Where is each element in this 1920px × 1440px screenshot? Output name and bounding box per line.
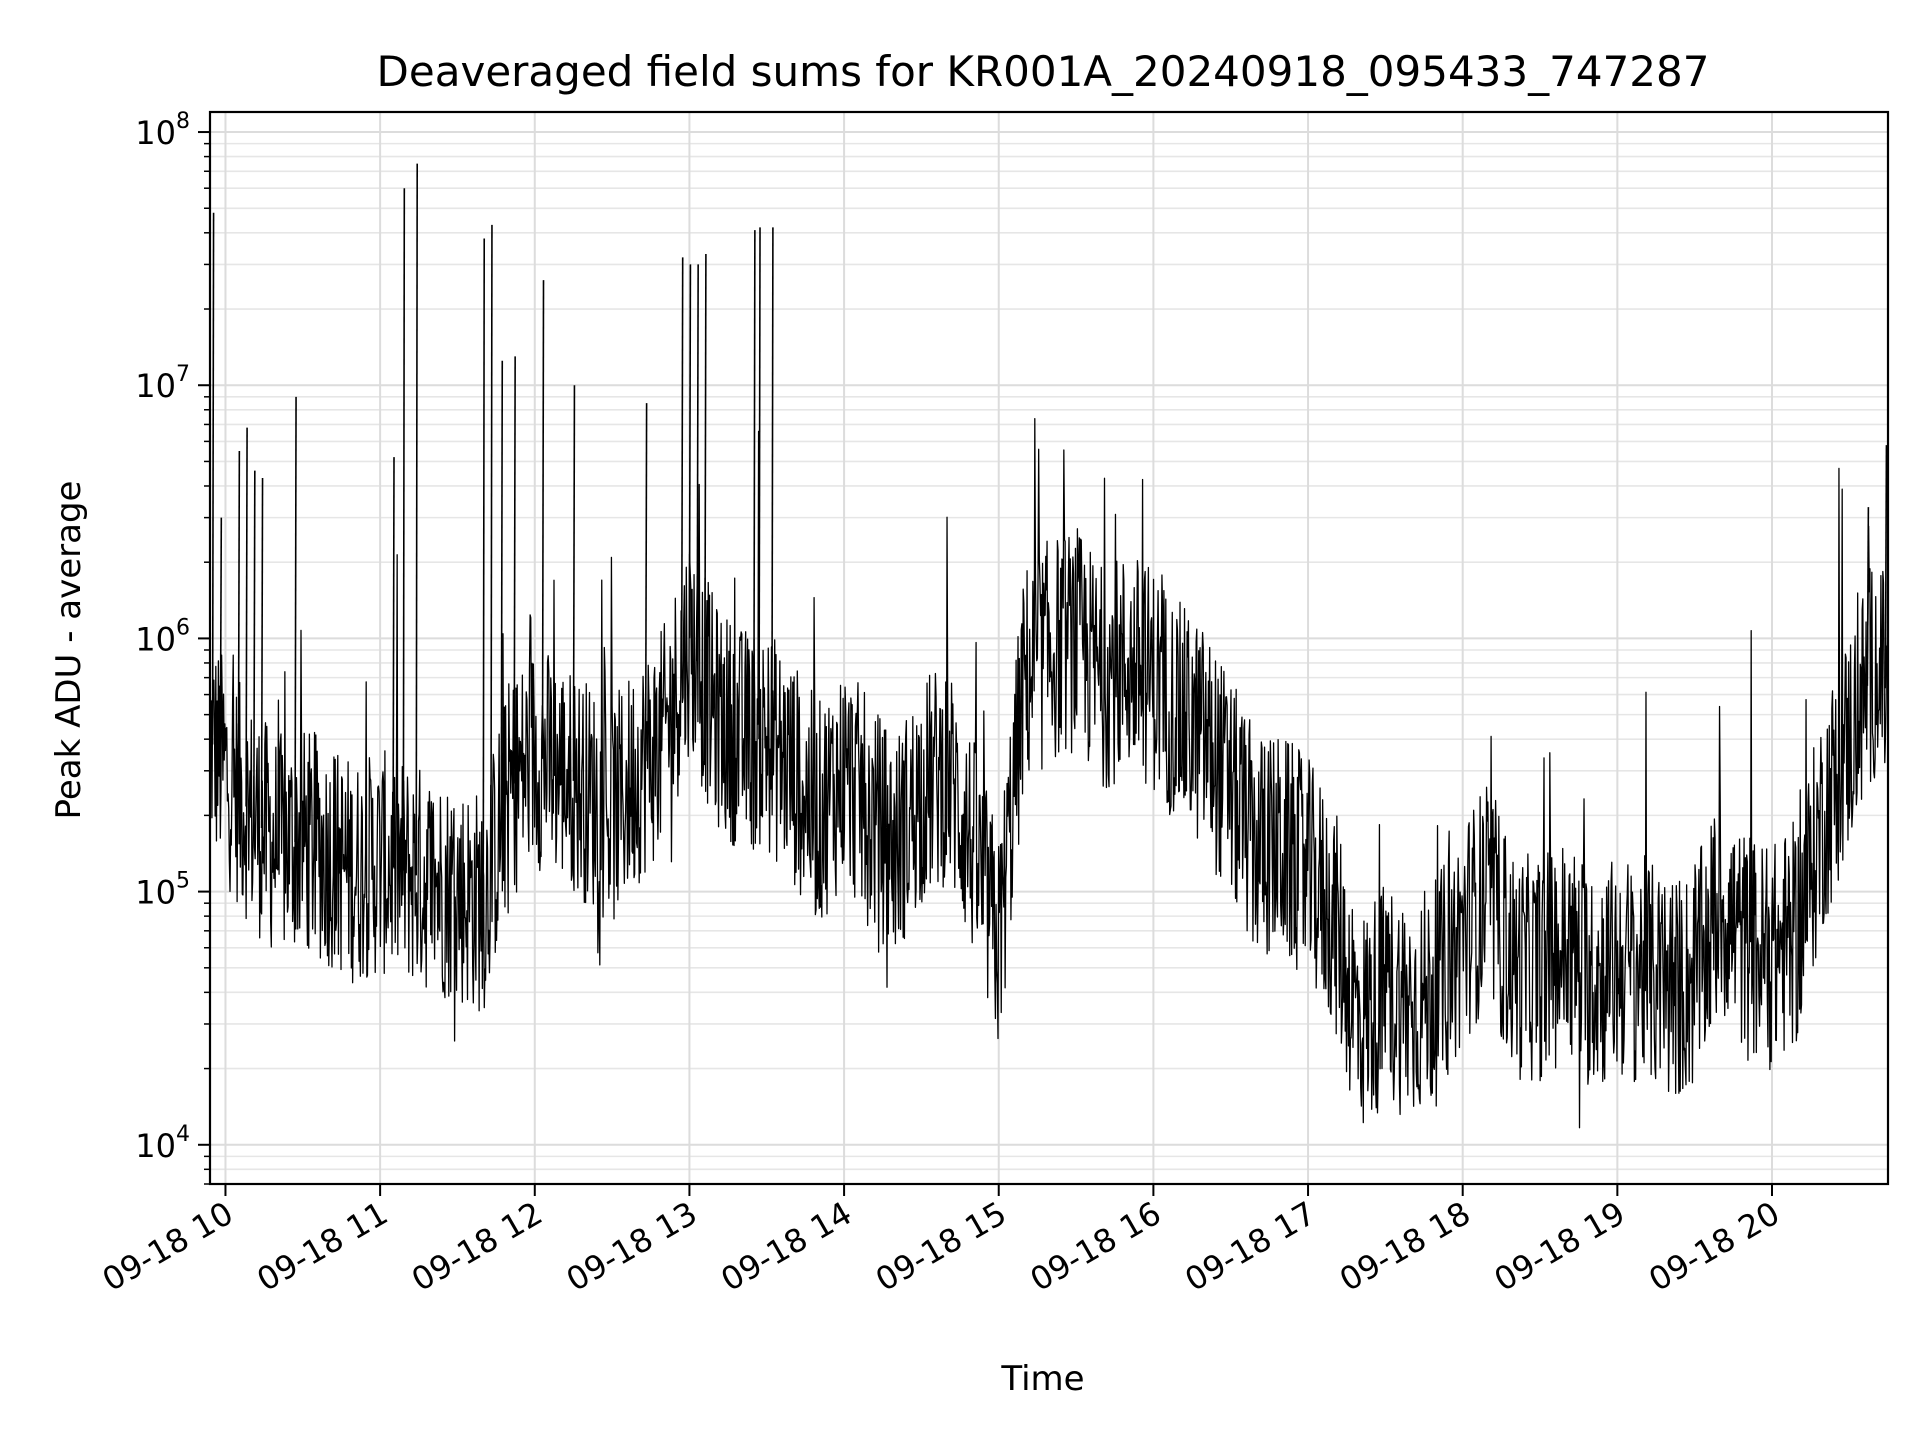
spike — [644, 403, 648, 762]
y-tick-base: 10 — [135, 874, 176, 912]
spike — [1884, 445, 1888, 689]
y-tick-exponent: 4 — [176, 1122, 190, 1147]
y-tick-exponent: 8 — [176, 109, 190, 134]
y-tick-label: 107 — [135, 362, 190, 405]
y-tick-base: 10 — [135, 367, 176, 405]
y-tick-label: 105 — [135, 869, 190, 912]
spike — [245, 427, 248, 807]
spike — [211, 212, 215, 745]
plot-area — [209, 163, 1889, 1129]
y-tick-label: 108 — [135, 109, 190, 152]
y-tick-label: 106 — [135, 615, 190, 658]
y-axis-label: Peak ADU - average — [49, 481, 89, 820]
spike — [771, 227, 774, 746]
spike — [415, 163, 419, 876]
y-tick-exponent: 5 — [176, 869, 190, 894]
spike — [260, 478, 264, 829]
y-tick-exponent: 6 — [176, 615, 190, 640]
spike — [1866, 507, 1870, 686]
spike — [490, 224, 493, 870]
x-axis-label: Time — [1000, 1359, 1084, 1399]
spike — [294, 396, 297, 843]
spike — [482, 238, 486, 904]
series-line — [209, 418, 1889, 1129]
y-tick-base: 10 — [135, 1127, 176, 1165]
spike — [219, 517, 223, 761]
spike — [753, 230, 756, 740]
spike — [688, 264, 692, 639]
spike — [392, 457, 395, 868]
spike — [758, 227, 761, 740]
spike — [541, 280, 545, 759]
spike — [237, 450, 241, 794]
spike — [513, 356, 516, 784]
spike — [500, 360, 504, 825]
spike — [253, 470, 256, 819]
spike — [704, 253, 707, 685]
spike — [696, 264, 699, 662]
y-tick-base: 10 — [135, 114, 176, 152]
spike — [680, 257, 684, 669]
y-tick-exponent: 7 — [176, 362, 190, 387]
spike — [402, 188, 406, 871]
plot-frame — [208, 110, 1890, 1186]
chart-title: Deaveraged field sums for KR001A_2024091… — [377, 47, 1710, 96]
y-tick-base: 10 — [135, 620, 176, 658]
y-tick-label: 104 — [135, 1122, 190, 1165]
spike — [572, 385, 576, 781]
